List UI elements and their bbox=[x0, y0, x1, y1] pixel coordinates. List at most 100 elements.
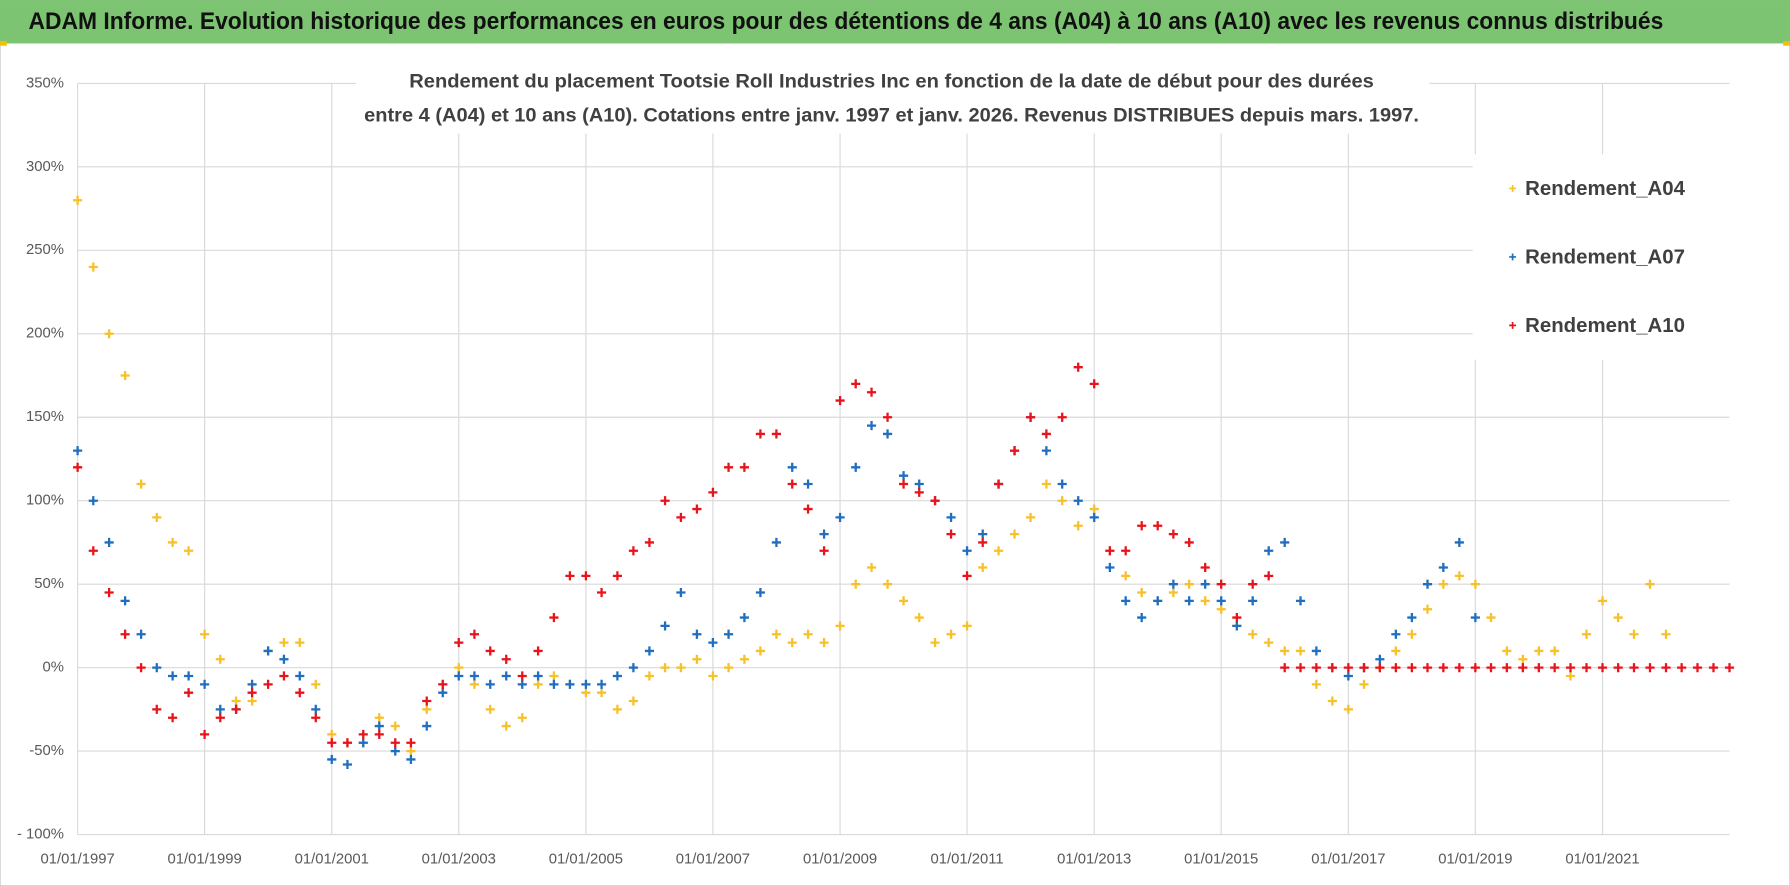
data-point bbox=[152, 704, 162, 714]
data-point bbox=[454, 638, 464, 648]
data-point bbox=[1153, 596, 1163, 606]
data-point bbox=[1407, 663, 1417, 673]
data-point bbox=[1518, 663, 1528, 673]
data-point bbox=[1486, 612, 1496, 623]
data-point bbox=[866, 562, 877, 573]
data-point bbox=[1057, 412, 1067, 422]
data-point bbox=[73, 462, 83, 472]
data-point bbox=[1121, 596, 1131, 606]
data-point bbox=[311, 679, 321, 689]
data-point bbox=[1280, 663, 1290, 673]
data-point bbox=[422, 704, 432, 714]
data-point bbox=[1565, 671, 1576, 681]
data-point bbox=[851, 579, 861, 589]
x-tick-label: 01/01/1997 bbox=[41, 852, 115, 868]
data-point bbox=[485, 704, 495, 714]
data-point bbox=[787, 638, 797, 648]
data-point bbox=[628, 663, 638, 673]
data-point bbox=[215, 654, 225, 664]
data-point bbox=[723, 629, 734, 639]
data-point bbox=[1708, 663, 1719, 673]
data-point bbox=[882, 412, 893, 422]
data-point bbox=[644, 537, 654, 548]
data-point bbox=[803, 504, 813, 514]
data-point bbox=[612, 704, 622, 714]
data-point bbox=[676, 587, 686, 598]
data-point bbox=[723, 663, 734, 673]
data-point bbox=[215, 704, 225, 714]
legend: Rendement_A04 Rendement_A07 Rendement_A10 bbox=[1472, 154, 1730, 360]
data-point bbox=[200, 629, 210, 639]
data-point bbox=[851, 462, 861, 472]
data-point bbox=[1184, 579, 1194, 589]
data-point bbox=[1629, 629, 1639, 639]
data-point bbox=[1089, 504, 1099, 514]
data-point bbox=[1343, 663, 1353, 673]
data-point bbox=[152, 512, 162, 522]
data-point bbox=[1407, 629, 1417, 639]
legend-marker bbox=[1509, 185, 1517, 192]
data-point bbox=[311, 704, 321, 714]
data-point bbox=[1677, 663, 1687, 673]
header-title: ADAM Informe. Evolution historique des p… bbox=[29, 8, 1664, 35]
x-tick-label: 01/01/2005 bbox=[549, 852, 623, 868]
data-point bbox=[978, 562, 988, 573]
data-point bbox=[1295, 663, 1306, 673]
data-point bbox=[358, 729, 368, 739]
y-tick-label: 0% bbox=[42, 660, 63, 676]
data-point bbox=[501, 654, 511, 664]
data-point bbox=[1391, 629, 1401, 639]
data-point bbox=[1422, 579, 1433, 589]
data-point bbox=[358, 738, 368, 748]
data-point bbox=[1216, 604, 1226, 614]
data-point bbox=[88, 546, 98, 556]
plot-area: - 100% -50% 0% 50% 100% 150% 200% 250% 300% 350% 0… bbox=[17, 75, 1735, 868]
legend-marker bbox=[1509, 253, 1517, 261]
data-point bbox=[327, 754, 337, 765]
data-point bbox=[469, 679, 479, 689]
data-point bbox=[279, 638, 289, 648]
data-point bbox=[787, 479, 797, 489]
data-point bbox=[628, 696, 638, 706]
data-point bbox=[1375, 654, 1385, 664]
data-point bbox=[1327, 663, 1337, 673]
data-point bbox=[88, 496, 98, 506]
data-point bbox=[1153, 521, 1163, 531]
data-point bbox=[1280, 537, 1290, 548]
data-point bbox=[1009, 446, 1020, 456]
data-point bbox=[1438, 579, 1448, 589]
data-point bbox=[993, 479, 1004, 489]
data-point bbox=[549, 671, 559, 681]
data-point bbox=[692, 629, 702, 639]
data-point bbox=[676, 512, 686, 522]
data-point bbox=[755, 587, 765, 598]
data-point bbox=[898, 471, 909, 481]
data-point bbox=[835, 512, 845, 522]
data-point bbox=[1534, 646, 1544, 656]
data-point bbox=[1295, 596, 1306, 606]
data-point bbox=[597, 587, 607, 598]
header-accent bbox=[0, 41, 7, 46]
data-point bbox=[533, 679, 543, 689]
data-point bbox=[1232, 612, 1242, 623]
data-point bbox=[406, 738, 416, 748]
data-point bbox=[898, 596, 909, 606]
y-tick-label: 250% bbox=[26, 242, 64, 258]
data-point bbox=[1454, 537, 1464, 548]
data-point bbox=[1248, 579, 1258, 589]
data-point bbox=[184, 546, 194, 556]
data-point bbox=[1057, 479, 1067, 489]
data-point bbox=[708, 638, 718, 648]
data-point bbox=[946, 529, 956, 539]
data-point bbox=[739, 654, 749, 664]
header-accent bbox=[1783, 41, 1790, 46]
x-tick-label: 01/01/2003 bbox=[422, 852, 496, 868]
data-point bbox=[295, 671, 305, 681]
data-point bbox=[1025, 412, 1036, 422]
x-tick-label: 01/01/2019 bbox=[1438, 852, 1512, 868]
data-point bbox=[454, 663, 464, 673]
data-point bbox=[866, 421, 877, 431]
data-point bbox=[1391, 646, 1401, 656]
data-point bbox=[1295, 646, 1306, 656]
data-point bbox=[517, 713, 527, 723]
